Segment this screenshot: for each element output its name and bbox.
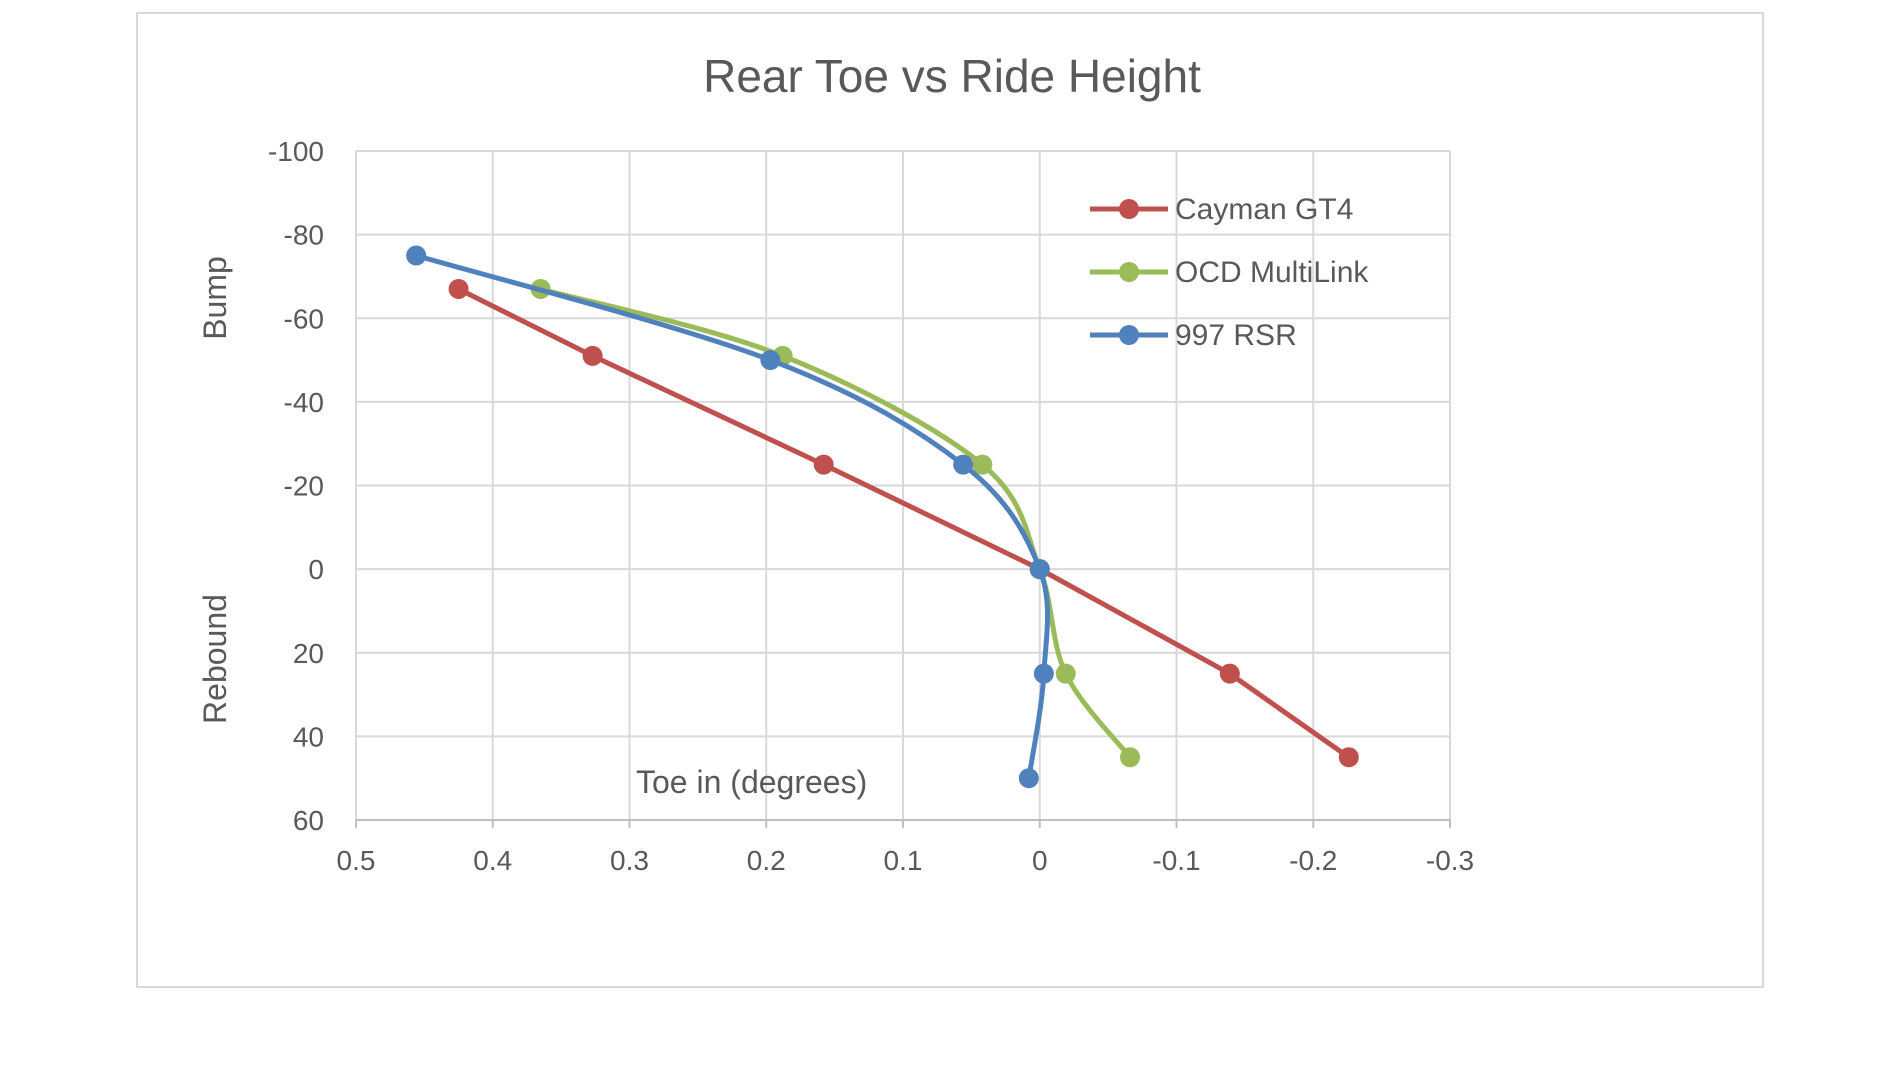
legend-swatch-marker <box>1119 199 1139 219</box>
data-point-ocd-multilink <box>1120 747 1141 768</box>
data-point-997-rsr <box>760 350 781 371</box>
data-point-997-rsr <box>953 454 974 475</box>
chart-frame: Rear Toe vs Ride Height 0.5 0.4 0.3 0.2 0.1 0… <box>136 12 1764 988</box>
legend: Cayman GT4 OCD MultiLink 997 RSR <box>1090 193 1369 352</box>
y-tick-label: 20 <box>293 638 324 669</box>
x-tick-label: 0.2 <box>747 845 786 876</box>
legend-swatch-marker <box>1119 262 1139 282</box>
series-ocd-multilink <box>530 278 1141 768</box>
y-tick-label: -40 <box>284 387 324 418</box>
y-tick-label: -80 <box>284 220 324 251</box>
y-tick-label: -100 <box>268 136 324 167</box>
x-tick-label: 0.1 <box>884 845 923 876</box>
y-tick-label: 40 <box>293 721 324 752</box>
legend-label: OCD MultiLink <box>1175 256 1369 289</box>
gridlines <box>355 150 1451 821</box>
data-point-cayman-gt4 <box>582 345 603 366</box>
x-tick-label: -0.1 <box>1152 845 1200 876</box>
data-point-997-rsr <box>1018 768 1039 789</box>
y-tick-label: 0 <box>308 554 324 585</box>
data-point-ocd-multilink <box>1055 663 1076 684</box>
axes: 0.5 0.4 0.3 0.2 0.1 0 -0.1 -0.2 -0.3 -100 -80 -60 -4… <box>268 136 1474 876</box>
data-point-997-rsr <box>1029 559 1050 580</box>
series-line-cayman-gt4 <box>457 286 1351 760</box>
legend-label: Cayman GT4 <box>1175 193 1353 226</box>
x-axis-label: Toe in (degrees) <box>636 764 867 800</box>
series-layer <box>406 245 1359 789</box>
legend-swatch-marker <box>1119 325 1139 345</box>
chart-svg: Rear Toe vs Ride Height 0.5 0.4 0.3 0.2 0.1 0… <box>197 50 1474 876</box>
series-997-rsr <box>406 245 1054 789</box>
legend-label: 997 RSR <box>1175 319 1297 352</box>
series-cayman-gt4 <box>448 278 1359 768</box>
x-tick-label: 0.3 <box>610 845 649 876</box>
series-line-997-rsr <box>415 253 1051 779</box>
y-tick-label: -20 <box>284 471 324 502</box>
x-tick-label: 0.5 <box>337 845 376 876</box>
legend-item-cayman-gt4: Cayman GT4 <box>1090 193 1353 226</box>
data-point-cayman-gt4 <box>1219 663 1240 684</box>
data-point-cayman-gt4 <box>1338 747 1359 768</box>
x-tick-label: -0.3 <box>1426 845 1474 876</box>
legend-item-997-rsr: 997 RSR <box>1090 319 1297 352</box>
y-tick-label: 60 <box>293 805 324 836</box>
y-axis-label-rebound: Rebound <box>197 594 233 724</box>
x-tick-label: -0.2 <box>1289 845 1337 876</box>
y-tick-label: -60 <box>284 303 324 334</box>
data-point-997-rsr <box>1033 663 1054 684</box>
data-point-cayman-gt4 <box>813 454 834 475</box>
legend-item-ocd-multilink: OCD MultiLink <box>1090 256 1369 289</box>
data-point-997-rsr <box>406 245 427 266</box>
x-tick-label: 0 <box>1032 845 1048 876</box>
y-axis-label-bump: Bump <box>197 256 233 340</box>
data-point-ocd-multilink <box>972 454 993 475</box>
data-point-cayman-gt4 <box>448 278 469 299</box>
x-tick-label: 0.4 <box>473 845 512 876</box>
chart-title: Rear Toe vs Ride Height <box>703 50 1201 102</box>
